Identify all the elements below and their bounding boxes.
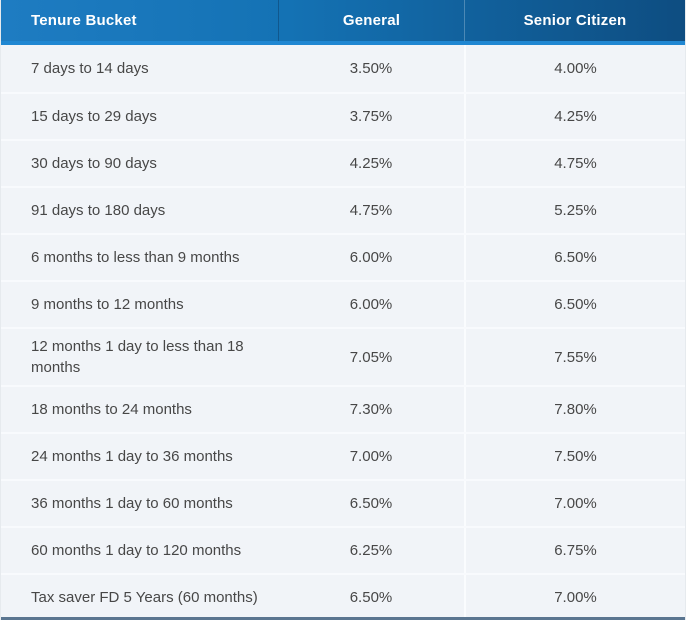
table-bottom-border (1, 617, 685, 620)
table-row: 60 months 1 day to 120 months 6.25% 6.75… (1, 526, 685, 573)
tenure-cell: 30 days to 90 days (31, 155, 157, 172)
general-rate-cell: 4.25% (349, 155, 393, 172)
general-rate-cell: 6.00% (349, 296, 393, 313)
table-row: 7 days to 14 days 3.50% 4.00% (1, 45, 685, 92)
general-rate-cell: 6.25% (349, 542, 393, 559)
table-row: 15 days to 29 days 3.75% 4.25% (1, 92, 685, 139)
tenure-cell: Tax saver FD 5 Years (60 months) (31, 589, 258, 606)
column-header-senior-citizen: Senior Citizen (464, 0, 685, 41)
general-rate-cell: 7.00% (349, 448, 393, 465)
tenure-cell: 7 days to 14 days (31, 60, 149, 77)
senior-rate-cell: 7.50% (464, 434, 685, 479)
column-header-tenure-bucket: Tenure Bucket (31, 12, 137, 29)
tenure-cell: 18 months to 24 months (31, 401, 192, 418)
senior-rate-cell: 7.00% (464, 575, 685, 620)
senior-rate-cell: 6.50% (464, 282, 685, 327)
table-row: 12 months 1 day to less than 18 months 7… (1, 327, 685, 385)
general-rate-cell: 6.00% (349, 249, 393, 266)
table-row: 9 months to 12 months 6.00% 6.50% (1, 280, 685, 327)
table-body: 7 days to 14 days 3.50% 4.00% 15 days to… (1, 45, 685, 620)
senior-rate-cell: 7.00% (464, 481, 685, 526)
table-row: Tax saver FD 5 Years (60 months) 6.50% 7… (1, 573, 685, 620)
table-row: 36 months 1 day to 60 months 6.50% 7.00% (1, 479, 685, 526)
table-row: 30 days to 90 days 4.25% 4.75% (1, 139, 685, 186)
senior-rate-cell: 4.25% (464, 94, 685, 139)
general-rate-cell: 3.50% (349, 60, 393, 77)
tenure-cell: 60 months 1 day to 120 months (31, 542, 242, 559)
table-row: 91 days to 180 days 4.75% 5.25% (1, 186, 685, 233)
senior-rate-cell: 7.80% (464, 387, 685, 432)
senior-rate-cell: 7.55% (464, 329, 685, 385)
tenure-cell: 6 months to less than 9 months (31, 249, 240, 266)
general-rate-cell: 7.30% (349, 401, 393, 418)
tenure-cell: 9 months to 12 months (31, 296, 184, 313)
general-rate-cell: 7.05% (349, 348, 393, 366)
general-rate-cell: 6.50% (349, 495, 393, 512)
tenure-cell: 91 days to 180 days (31, 202, 166, 219)
general-rate-cell: 6.50% (349, 589, 393, 606)
tenure-cell: 12 months 1 day to less than 18 months (31, 338, 244, 376)
tenure-cell: 15 days to 29 days (31, 108, 157, 125)
senior-rate-cell: 4.75% (464, 141, 685, 186)
senior-rate-cell: 6.50% (464, 235, 685, 280)
table-header-row: Tenure Bucket General Senior Citizen (1, 0, 685, 45)
senior-rate-cell: 4.00% (464, 45, 685, 92)
general-rate-cell: 4.75% (349, 202, 393, 219)
table-row: 24 months 1 day to 36 months 7.00% 7.50% (1, 432, 685, 479)
table-row: 18 months to 24 months 7.30% 7.80% (1, 385, 685, 432)
tenure-cell: 36 months 1 day to 60 months (31, 495, 233, 512)
general-rate-cell: 3.75% (349, 108, 393, 125)
tenure-cell: 24 months 1 day to 36 months (31, 448, 233, 465)
table-row: 6 months to less than 9 months 6.00% 6.5… (1, 233, 685, 280)
senior-rate-cell: 6.75% (464, 528, 685, 573)
senior-rate-cell: 5.25% (464, 188, 685, 233)
column-header-general: General (278, 0, 464, 41)
